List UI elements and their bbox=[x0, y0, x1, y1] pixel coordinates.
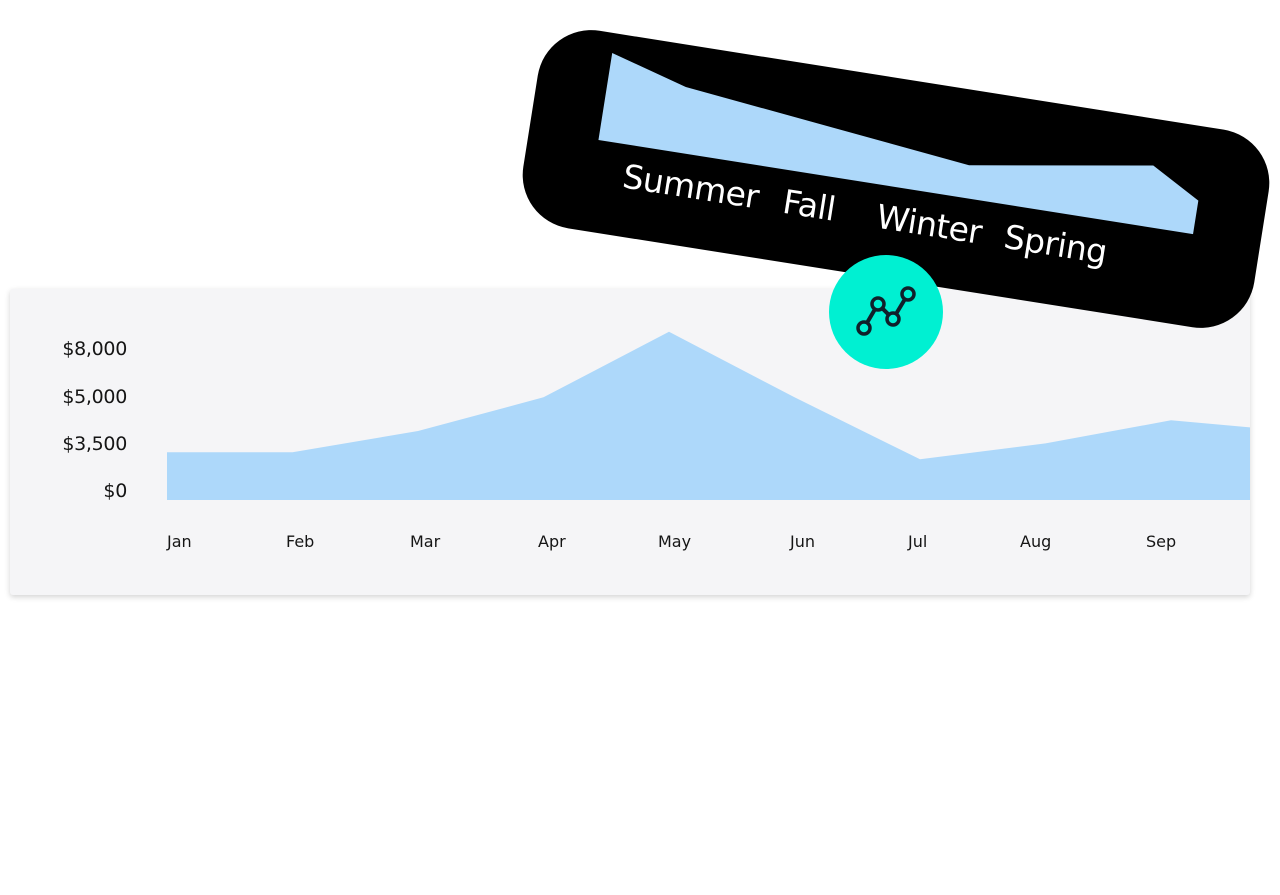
x-tick-label: Aug bbox=[1020, 532, 1052, 551]
x-tick-label: Mar bbox=[410, 532, 441, 551]
x-tick-label: Jun bbox=[790, 532, 815, 551]
x-tick-label: Apr bbox=[538, 532, 566, 551]
x-tick-label: May bbox=[658, 532, 692, 551]
seasonal-area bbox=[598, 53, 1199, 235]
line-chart-icon bbox=[829, 255, 943, 369]
x-tick-label: Feb bbox=[286, 532, 315, 551]
monthly-area-chart bbox=[167, 331, 1250, 500]
monthly-revenue-area bbox=[167, 331, 1250, 500]
y-tick-label: $3,500 bbox=[62, 433, 127, 455]
x-tick-label: Jul bbox=[908, 532, 928, 551]
y-tick-label: $5,000 bbox=[62, 386, 127, 408]
season-label-fall: Fall bbox=[780, 181, 839, 229]
monthly-area-chart-card: $8,000 $5,000 $3,500 $0 Jan Feb Mar Apr May Jun J… bbox=[10, 289, 1250, 595]
x-tick-label: Jan bbox=[167, 532, 192, 551]
y-tick-label: $0 bbox=[103, 480, 127, 502]
seasonal-area-chart bbox=[598, 53, 1199, 235]
y-tick-label: $8,000 bbox=[62, 338, 127, 360]
seasonal-chart-card: Summer Fall Winter Spring bbox=[514, 22, 1278, 336]
x-tick-label: Sep bbox=[1146, 532, 1177, 551]
